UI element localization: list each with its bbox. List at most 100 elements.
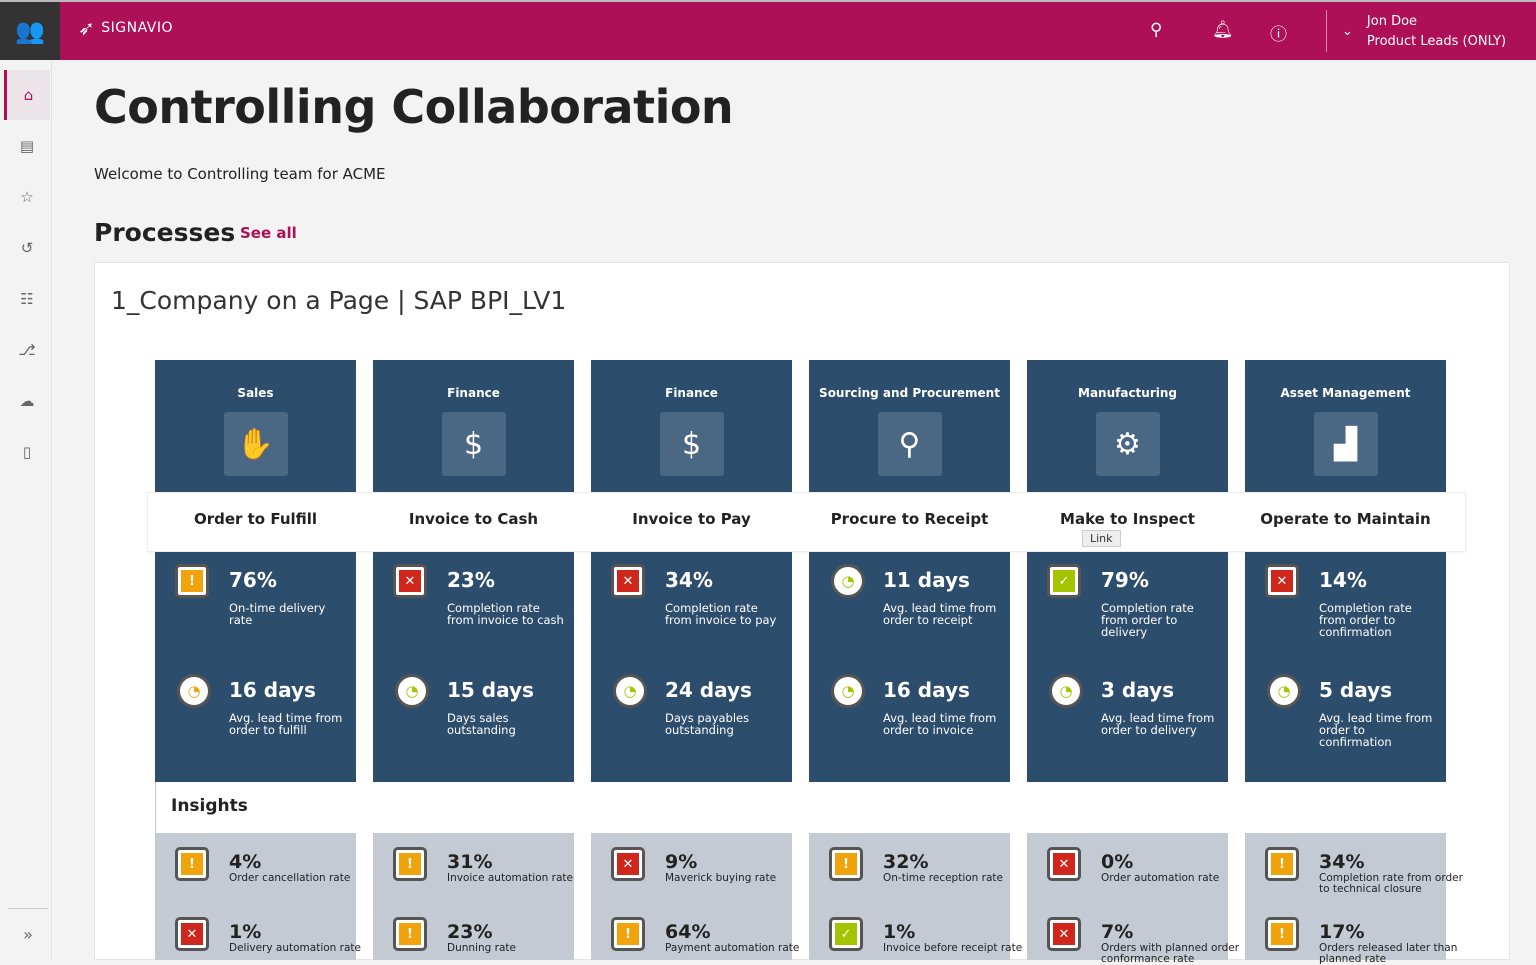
insight-label: Orders released later than planned rate [1319,942,1458,965]
collaboration-icon: ☁ [19,392,35,410]
sidebar-item-collaboration[interactable]: ☁ [4,376,50,426]
ok-indicator: ✓ [1053,570,1075,592]
sidebar-item-news[interactable]: ▤ [4,121,50,171]
process-link[interactable]: Order to Fulfill [193,510,318,528]
error-indicator: ✕ [181,923,203,945]
expand-sidebar-button[interactable]: » [8,908,48,944]
user-name: Jon Doe [1366,14,1418,29]
process-tile[interactable]: Finance $ [591,360,792,492]
insight-value: 32% [883,851,929,873]
kpi-value: 23% [447,568,495,592]
kpi-value: 5 days [1319,678,1393,702]
help-icon[interactable]: ⓘ [1270,25,1287,45]
history-icon: ↺ [20,239,34,257]
hand-money-icon: $ [659,412,724,476]
warning-icon: ! [1265,847,1299,881]
process-link[interactable]: Invoice to Pay [632,510,751,528]
kpi-value: 16 days [883,678,970,702]
insight-value: 17% [1319,921,1365,943]
insights-panel: ✕ 0% Order automation rate ✕ 7% Orders with p… [1027,833,1239,965]
process-tile[interactable]: Sales ✋ [155,360,356,492]
card-title: 1_Company on a Page | SAP BPI_LV1 [111,286,567,315]
insight-value: 9% [665,851,698,873]
error-indicator: ✕ [1053,923,1075,945]
insight-label: Order cancellation rate [229,872,351,884]
kpi-label: Avg. lead time from order to invoice [883,711,997,737]
insight-label: Orders with planned order conformance ra… [1101,942,1240,965]
error-icon: ✕ [1265,564,1299,598]
process-link[interactable]: Invoice to Cash [408,510,539,528]
insights-panel: ! 32% On-time reception rate ✓ 1% Invoice bef… [809,833,1022,960]
sidebar-item-star[interactable]: ☆ [4,172,50,222]
kpi-panel: ◔ 11 days Avg. lead time from order to rec… [809,552,1010,782]
users-icon[interactable]: 👥 [0,2,60,60]
process-tile[interactable]: Sourcing and Procurement ⚲ [809,360,1010,492]
kpi-label: Avg. lead time from order to delivery [1101,711,1215,737]
user-menu[interactable]: ⌄ Jon Doe Product Leads (ONLY) [1342,12,1506,52]
warning-indicator: ! [617,923,639,945]
kpi-panel: ! 76% On-time delivery rate ◔ 16 days Avg. le… [155,552,356,782]
insight-label: Payment automation rate [665,942,800,954]
user-role: Product Leads (ONLY) [1366,34,1507,49]
page-title: Controlling Collaboration [94,80,734,134]
gazelle-icon: ➶ [78,16,96,40]
sidebar-item-book[interactable]: ▯ [4,427,50,477]
welcome-text: Welcome to Controlling team for ACME [94,165,386,183]
process-category: Manufacturing [1078,386,1177,400]
error-icon: ✕ [611,564,645,598]
warning-indicator: ! [399,853,421,875]
chevron-down-icon: ⌄ [1342,24,1353,39]
sidebar-item-checklist[interactable]: ☷ [4,274,50,324]
kpi-panel: ✕ 14% Completion rate from order to confir… [1245,552,1446,782]
ok-indicator: ✓ [835,923,857,945]
diagram-icon: ⎇ [18,341,36,359]
process-link[interactable]: Procure to Receipt [830,510,989,528]
link-tooltip: Link [1082,530,1121,547]
kpi-label: On-time delivery rate [229,601,326,627]
process-category: Sourcing and Procurement [819,386,1000,400]
insight-label: Completion rate from order to technical … [1319,872,1463,895]
process-tile[interactable]: Manufacturing ⚙ [1027,360,1228,492]
process-label-row [147,492,1466,552]
gauge-icon: ◔ [1049,674,1083,708]
insight-value: 31% [447,851,493,873]
insight-label: On-time reception rate [883,872,1003,884]
warning-icon: ! [175,847,209,881]
insight-value: 1% [883,921,916,943]
see-all-link[interactable]: See all [240,224,297,242]
insight-value: 0% [1101,851,1134,873]
process-tile[interactable]: Asset Management ▟ [1245,360,1446,492]
warning-icon: ! [1265,917,1299,951]
kpi-value: 3 days [1101,678,1175,702]
sidebar: » ⌂ ▤ ☆ ↺ ☷ ⎇ ☁ ▯ [0,60,52,960]
kpi-value: 15 days [447,678,534,702]
warning-icon: ! [829,847,863,881]
warning-icon: ! [611,917,645,951]
kpi-label: Days payables outstanding [665,711,750,737]
warning-indicator: ! [181,853,203,875]
process-category: Asset Management [1280,386,1411,400]
process-link[interactable]: Operate to Maintain [1260,510,1431,528]
top-bar: 👥 ➶ SIGNAVIO ⚲ 🔔︎ ⓘ ⌄ Jon Doe Product Lead… [0,0,1536,60]
process-link[interactable]: Make to Inspect [1060,510,1195,528]
gauge-icon: ◔ [831,564,865,598]
signavio-logo[interactable]: ➶ SIGNAVIO [78,16,173,40]
kpi-value: 24 days [665,678,752,702]
insight-value: 1% [229,921,262,943]
sidebar-item-home[interactable]: ⌂ [4,70,50,120]
insight-label: Delivery automation rate [229,942,361,954]
divider [1326,10,1327,52]
book-icon: ▯ [22,443,32,461]
error-indicator: ✕ [617,853,639,875]
sidebar-item-history[interactable]: ↺ [4,223,50,273]
kpi-label: Avg. lead time from order to receipt [883,601,997,627]
gauge-icon: ◔ [395,674,429,708]
bell-icon[interactable]: 🔔︎ [1212,20,1234,40]
search-dollar-icon: ⚲ [877,412,942,476]
sidebar-item-diagram[interactable]: ⎇ [4,325,50,375]
warning-icon: ! [393,847,427,881]
process-tile[interactable]: Finance $ [373,360,574,492]
insights-panel: ! 34% Completion rate from order to techni… [1245,833,1463,965]
kpi-value: 11 days [883,568,970,592]
search-icon[interactable]: ⚲ [1150,20,1163,40]
